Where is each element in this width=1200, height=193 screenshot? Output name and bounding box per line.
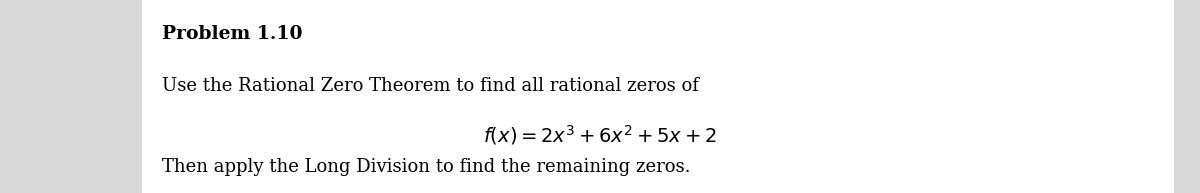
Text: $f(x) = 2x^3 + 6x^2 + 5x + 2$: $f(x) = 2x^3 + 6x^2 + 5x + 2$ — [484, 124, 716, 147]
Text: Problem 1.10: Problem 1.10 — [162, 25, 302, 43]
Text: Then apply the Long Division to find the remaining zeros.: Then apply the Long Division to find the… — [162, 158, 690, 176]
Text: Use the Rational Zero Theorem to find all rational zeros of: Use the Rational Zero Theorem to find al… — [162, 77, 698, 95]
